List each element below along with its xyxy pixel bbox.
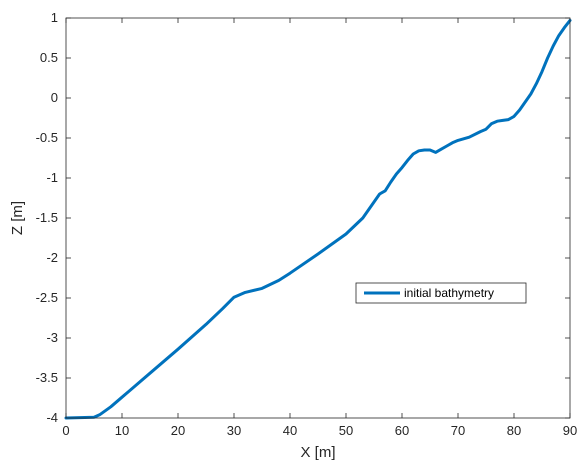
x-tick-label: 40 xyxy=(283,423,297,438)
legend: initial bathymetry xyxy=(355,282,527,304)
y-tick-label: -3.5 xyxy=(36,370,58,385)
plot-area-background xyxy=(66,18,570,418)
x-tick-label: 80 xyxy=(507,423,521,438)
legend-entry-initial-bathymetry: initial bathymetry xyxy=(404,286,494,300)
x-tick-label: 50 xyxy=(339,423,353,438)
y-tick-label: -2 xyxy=(46,250,58,265)
x-tick-label: 20 xyxy=(171,423,185,438)
y-tick-label: -1.5 xyxy=(36,210,58,225)
x-axis-label: X [m] xyxy=(300,444,335,461)
plot-area-frame xyxy=(65,17,571,419)
x-tick-label: 10 xyxy=(115,423,129,438)
x-tick-label: 30 xyxy=(227,423,241,438)
x-tick-label: 70 xyxy=(451,423,465,438)
y-tick-label: 1 xyxy=(51,10,58,25)
y-tick-label: -3 xyxy=(46,330,58,345)
y-axis-label: Z [m] xyxy=(9,201,26,235)
y-tick-label: 0 xyxy=(51,90,58,105)
legend-box xyxy=(355,282,527,304)
x-tick-label: 90 xyxy=(563,423,577,438)
y-tick-label: -2.5 xyxy=(36,290,58,305)
axis-ticks: 0 10 20 30 40 50 60 70 80 90-4-3.5-3-2.5-2-1.5-1-… xyxy=(36,10,578,438)
y-tick-label: -1 xyxy=(46,170,58,185)
x-tick-label: 60 xyxy=(395,423,409,438)
y-tick-label: -0.5 xyxy=(36,130,58,145)
series-line-initial-bathymetry xyxy=(64,18,572,420)
x-tick-label: 0 xyxy=(62,423,69,438)
series-layer xyxy=(64,18,572,420)
y-tick-label: -4 xyxy=(46,410,58,425)
y-tick-label: 0.5 xyxy=(40,50,58,65)
